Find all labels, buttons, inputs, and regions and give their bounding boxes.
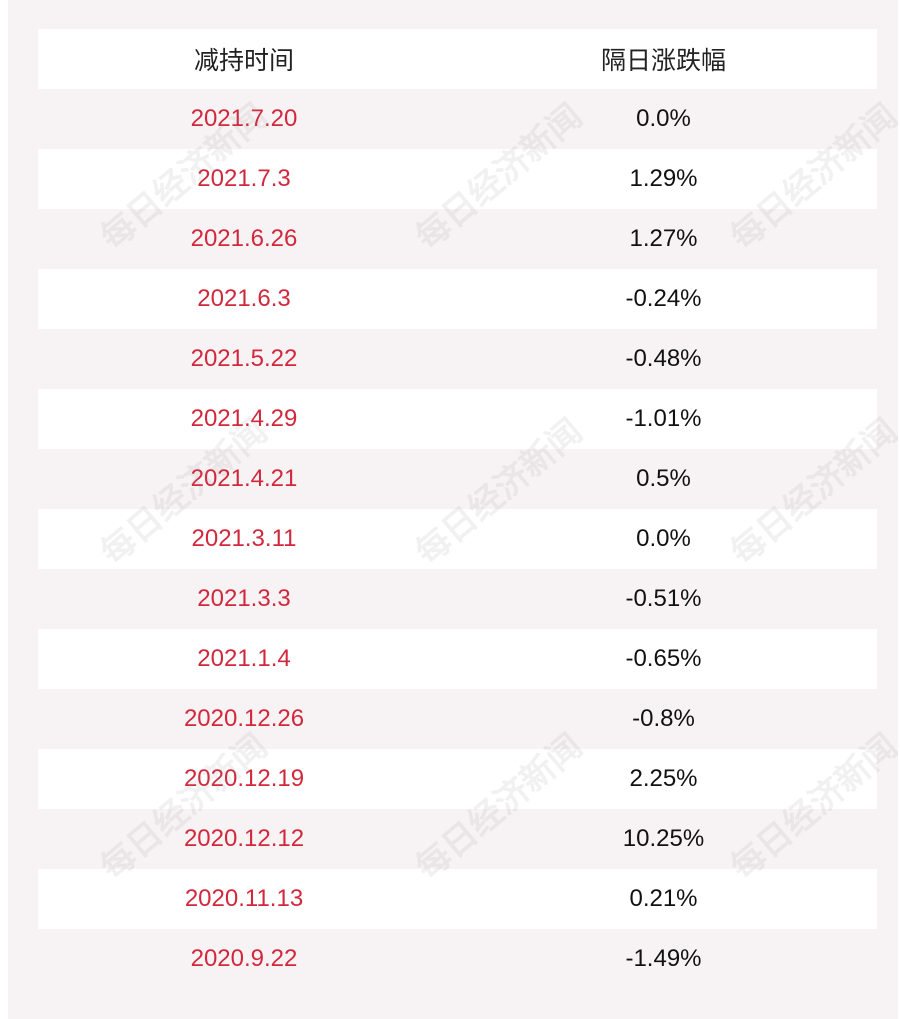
- reduction-date: 2021.1.4: [197, 645, 291, 672]
- reduction-date: 2021.5.22: [190, 345, 298, 372]
- next-day-change: 1.29%: [629, 165, 698, 192]
- table-row: 2021.5.22 -0.48%: [38, 329, 877, 389]
- reduction-date: 2021.7.20: [190, 105, 298, 132]
- table-row: 2020.12.19 2.25%: [38, 749, 877, 809]
- table-row: 2021.7.20 0.0%: [38, 89, 877, 149]
- table-row: 2020.12.26 -0.8%: [38, 689, 877, 749]
- next-day-change: -0.65%: [625, 645, 702, 672]
- reduction-date: 2020.9.22: [190, 945, 298, 972]
- table-row: 2021.3.3 -0.51%: [38, 569, 877, 629]
- table-row: 2020.11.13 0.21%: [38, 869, 877, 929]
- table-body: 2021.7.20 0.0% 2021.7.3 1.29% 2021.6.26 1.27%…: [38, 89, 877, 989]
- next-day-change: 0.0%: [636, 105, 691, 132]
- next-day-change: 10.25%: [622, 825, 705, 852]
- table-header: 减持时间 隔日涨跌幅: [38, 29, 877, 89]
- reduction-date: 2021.6.3: [197, 285, 291, 312]
- next-day-change: 0.21%: [629, 885, 698, 912]
- reduction-date: 2021.3.3: [197, 585, 291, 612]
- next-day-change: -1.01%: [625, 405, 702, 432]
- table-row: 2021.4.29 -1.01%: [38, 389, 877, 449]
- column-header-date: 减持时间: [193, 47, 294, 75]
- reduction-date: 2021.6.26: [190, 225, 298, 252]
- next-day-change: 0.0%: [636, 525, 691, 552]
- next-day-change: 2.25%: [629, 765, 698, 792]
- reduction-date: 2020.11.13: [184, 885, 304, 912]
- reduction-date: 2021.4.29: [190, 405, 298, 432]
- next-day-change: 1.27%: [629, 225, 698, 252]
- next-day-change: -0.51%: [625, 585, 702, 612]
- table-row: 2021.7.3 1.29%: [38, 149, 877, 209]
- next-day-change: -0.24%: [625, 285, 702, 312]
- table-row: 2020.12.12 10.25%: [38, 809, 877, 869]
- reduction-date: 2021.7.3: [197, 165, 291, 192]
- next-day-change: 0.5%: [636, 465, 691, 492]
- table-row: 2021.4.21 0.5%: [38, 449, 877, 509]
- reduction-date: 2021.4.21: [190, 465, 298, 492]
- reduction-date: 2020.12.19: [183, 765, 305, 792]
- column-header-change: 隔日涨跌幅: [600, 47, 726, 75]
- reduction-date: 2021.3.11: [191, 525, 297, 552]
- next-day-change: -0.48%: [625, 345, 702, 372]
- reduction-date: 2020.12.26: [183, 705, 305, 732]
- table-row: 2021.6.26 1.27%: [38, 209, 877, 269]
- next-day-change: -1.49%: [625, 945, 702, 972]
- next-day-change: -0.8%: [632, 705, 695, 732]
- reduction-date: 2020.12.12: [183, 825, 305, 852]
- table-row: 2021.1.4 -0.65%: [38, 629, 877, 689]
- table-row: 2020.9.22 -1.49%: [38, 929, 877, 989]
- reduction-table: 减持时间 隔日涨跌幅 2021.7.20 0.0% 2021.7.3 1.29% 202…: [38, 29, 877, 989]
- table-row: 2021.3.11 0.0%: [38, 509, 877, 569]
- table-row: 2021.6.3 -0.24%: [38, 269, 877, 329]
